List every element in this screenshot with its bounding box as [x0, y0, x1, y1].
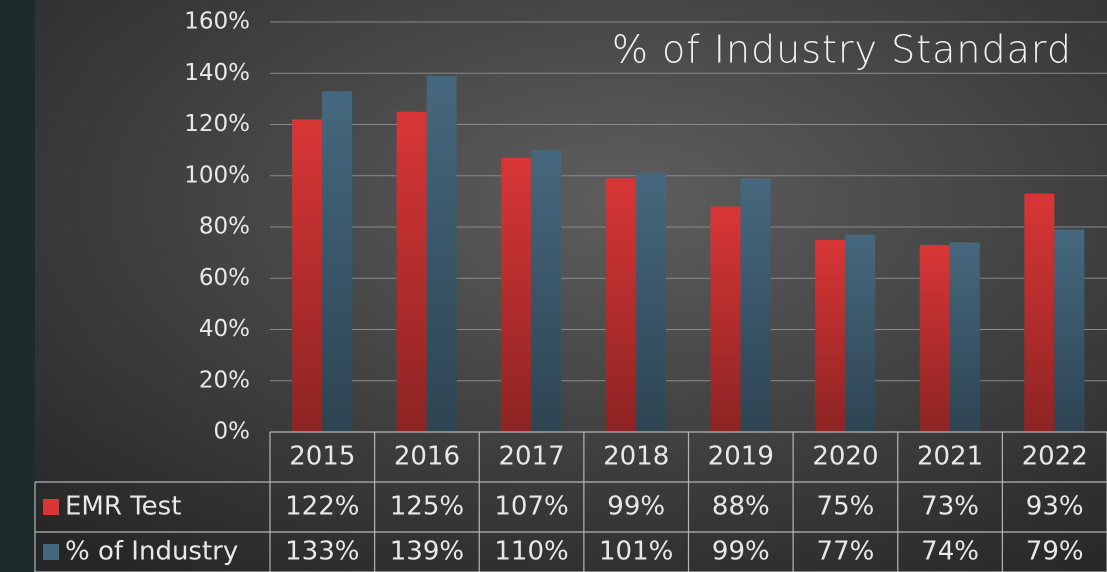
- y-tick-label: 0%: [214, 419, 251, 445]
- chart-title: % of Industry Standard: [612, 28, 1072, 72]
- y-tick-label: 60%: [199, 265, 250, 291]
- y-tick-label: 20%: [199, 367, 250, 393]
- table-value: 73%: [921, 492, 979, 522]
- x-tick-label: 2017: [498, 442, 564, 472]
- legend-label: % of Industry: [65, 537, 238, 567]
- bar: [1054, 229, 1085, 432]
- x-tick-label: 2020: [812, 442, 878, 472]
- bar: [531, 150, 562, 432]
- bar: [740, 178, 771, 432]
- bar: [605, 178, 636, 432]
- x-tick-label: 2018: [603, 442, 669, 472]
- table-value: 139%: [390, 537, 464, 567]
- table-value: 74%: [921, 537, 979, 567]
- y-tick-label: 80%: [199, 214, 250, 240]
- table-value: 77%: [817, 537, 875, 567]
- table-value: 93%: [1026, 492, 1084, 522]
- y-tick-label: 160%: [184, 9, 250, 35]
- bar: [949, 242, 980, 432]
- table-value: 107%: [494, 492, 568, 522]
- x-tick-label: 2019: [708, 442, 774, 472]
- y-tick-label: 100%: [184, 162, 250, 188]
- x-tick-label: 2021: [917, 442, 983, 472]
- table-value: 125%: [390, 492, 464, 522]
- bar: [845, 234, 876, 432]
- y-tick-label: 120%: [184, 111, 250, 137]
- table-value: 110%: [494, 537, 568, 567]
- bar: [710, 206, 741, 432]
- table-value: 101%: [599, 537, 673, 567]
- y-tick-label: 140%: [184, 60, 250, 86]
- x-tick-label: 2022: [1022, 442, 1088, 472]
- x-tick-label: 2015: [289, 442, 355, 472]
- bar: [1024, 193, 1055, 432]
- bar: [919, 244, 950, 432]
- table-value: 99%: [712, 537, 770, 567]
- legend-swatch: [43, 499, 59, 515]
- table-value: 99%: [607, 492, 665, 522]
- x-tick-label: 2016: [394, 442, 460, 472]
- table-value: 88%: [712, 492, 770, 522]
- bar: [501, 157, 532, 432]
- y-tick-label: 40%: [199, 316, 250, 342]
- table-value: 75%: [817, 492, 875, 522]
- legend-label: EMR Test: [65, 492, 181, 522]
- table-value: 122%: [285, 492, 359, 522]
- table-value: 133%: [285, 537, 359, 567]
- bar: [426, 75, 457, 432]
- bar: [815, 239, 846, 432]
- table-value: 79%: [1026, 537, 1084, 567]
- bar: [322, 91, 352, 432]
- bar: [635, 173, 666, 432]
- bar: [396, 111, 427, 432]
- legend-swatch: [43, 544, 59, 560]
- bar: [292, 119, 322, 432]
